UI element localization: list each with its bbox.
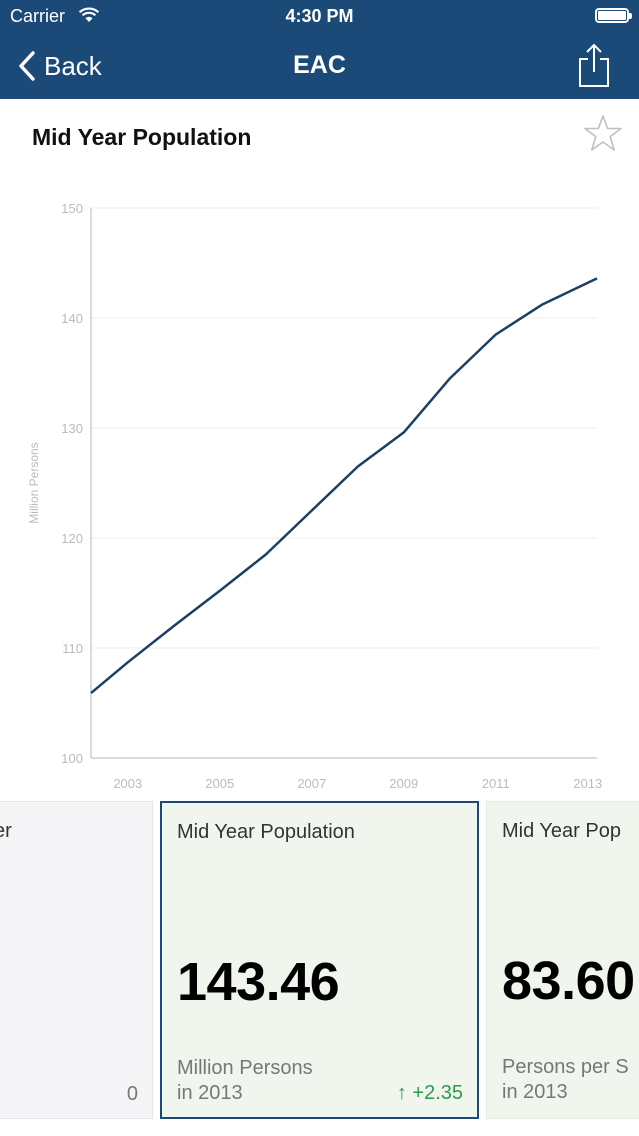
back-label: Back (44, 50, 102, 81)
card-value: 143.46 (177, 952, 340, 1012)
y-tick-label: 100 (61, 751, 83, 766)
card-title: Mid Year Population (177, 821, 355, 843)
card-value: 83.60 (502, 951, 635, 1011)
x-tick-label: 2007 (297, 776, 326, 791)
battery-icon (595, 8, 632, 23)
indicator-card-prev[interactable]: ver 0 (0, 801, 153, 1119)
page-title: Mid Year Population (32, 124, 252, 150)
card-title: Mid Year Pop (502, 820, 621, 842)
chevron-left-icon (19, 51, 35, 81)
grid-lines (91, 207, 597, 649)
y-tick-label: 150 (61, 201, 83, 216)
x-tick-label: 2005 (205, 776, 234, 791)
y-tick-label: 120 (61, 531, 83, 546)
y-tick-label: 140 (61, 311, 83, 326)
indicator-card-next[interactable]: Mid Year Pop 83.60 Persons per S in 2013 (486, 801, 639, 1119)
nav-title: EAC (293, 51, 346, 79)
card-title: ver (0, 820, 12, 842)
series-group (90, 277, 598, 695)
x-axis-ticks: 2003 2005 2007 2009 2011 2013 (113, 776, 602, 791)
share-icon[interactable] (577, 42, 611, 88)
card-year: in 2013 (502, 1081, 568, 1103)
indicator-card-selected[interactable]: Mid Year Population 143.46 Million Perso… (160, 801, 479, 1119)
status-bar: Carrier 4:30 PM (0, 0, 639, 34)
wifi-icon (78, 7, 100, 22)
star-icon[interactable] (583, 114, 623, 154)
card-change: 0 (126, 1083, 138, 1105)
x-tick-label: 2009 (389, 776, 418, 791)
series-line (90, 277, 598, 695)
y-tick-label: 110 (62, 641, 83, 656)
card-year: in 2013 (177, 1082, 243, 1104)
y-axis-ticks: 100 110 120 130 140 150 (61, 201, 83, 766)
back-button[interactable]: Back (18, 48, 102, 84)
x-tick-label: 2003 (113, 776, 142, 791)
card-change: ↑ +2.35 (396, 1082, 463, 1104)
carrier-label: Carrier (10, 6, 66, 26)
x-tick-label: 2013 (573, 776, 602, 791)
status-time: 4:30 PM (285, 6, 354, 26)
x-tick-label: 2011 (482, 776, 510, 791)
y-tick-label: 130 (61, 421, 83, 436)
card-unit: Million Persons (177, 1057, 313, 1079)
navigation-bar: Back EAC (0, 34, 639, 99)
y-axis-label: Million Persons (27, 442, 41, 523)
card-unit: Persons per S (502, 1056, 629, 1078)
